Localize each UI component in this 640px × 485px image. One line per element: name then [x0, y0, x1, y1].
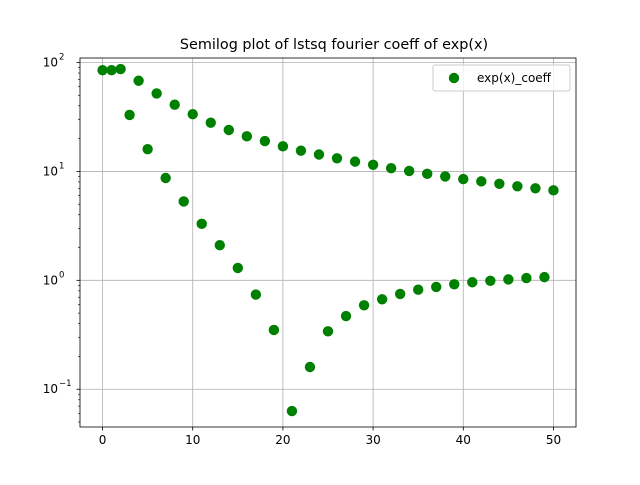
data-point [277, 141, 289, 152]
data-point [151, 88, 162, 99]
data-point [304, 361, 316, 373]
data-point [403, 165, 415, 177]
data-point [467, 277, 478, 288]
y-tick-label: 10 [43, 56, 58, 70]
data-point [512, 181, 523, 192]
data-point [178, 196, 189, 207]
data-point [385, 163, 397, 174]
y-tick-label: 10 [43, 382, 58, 396]
x-tick-label: 50 [546, 433, 561, 447]
data-point [214, 240, 225, 251]
data-point [313, 149, 325, 160]
y-tick-label: 10 [43, 164, 58, 178]
grid-lines [80, 58, 576, 427]
data-point [349, 156, 361, 167]
plot-area [80, 58, 576, 427]
data-points [97, 63, 559, 417]
x-tick-label: 10 [185, 433, 200, 447]
x-tick-label: 40 [456, 433, 471, 447]
data-point [503, 274, 514, 285]
data-point [376, 294, 388, 305]
data-point [241, 131, 253, 142]
data-point [133, 75, 144, 86]
data-point [97, 64, 108, 76]
plot-frame [79, 57, 577, 428]
legend-label: exp(x)_coeff [477, 71, 552, 85]
data-point [187, 109, 198, 120]
x-axis: 0 10 20 30 40 50 [99, 427, 561, 447]
y-tick-label: 10 [43, 273, 58, 287]
x-tick-label: 20 [275, 433, 290, 447]
data-point [412, 284, 424, 295]
data-point [394, 288, 406, 300]
data-point [169, 99, 180, 110]
data-point [223, 124, 234, 136]
data-point [485, 275, 496, 286]
data-point [205, 117, 216, 128]
x-tick-label: 30 [365, 433, 380, 447]
data-point [124, 109, 135, 121]
data-point [431, 281, 442, 293]
y-tick-label-exponent: 2 [59, 53, 64, 63]
legend-box [432, 64, 571, 92]
data-point [331, 153, 343, 164]
data-point [232, 262, 244, 274]
data-point [259, 135, 271, 147]
data-point [476, 176, 487, 187]
data-point [322, 326, 334, 337]
data-point [521, 272, 532, 284]
data-point [494, 178, 505, 189]
y-tick-label-exponent: 1 [59, 161, 64, 171]
legend-marker [448, 72, 460, 84]
data-point [196, 218, 207, 230]
y-tick-label-exponent: 0 [59, 270, 64, 280]
data-point [106, 64, 117, 76]
data-point [539, 271, 550, 283]
data-point [286, 405, 298, 417]
y-tick-label-exponent: −1 [59, 379, 72, 389]
data-point [440, 171, 451, 182]
legend: exp(x)_coeff [432, 64, 571, 92]
data-point [449, 279, 460, 290]
data-point [295, 145, 307, 156]
data-point [530, 183, 541, 194]
data-point [340, 310, 352, 322]
x-tick-label: 0 [99, 433, 107, 447]
data-point [458, 173, 469, 185]
data-point [367, 159, 379, 171]
data-point [115, 63, 126, 75]
chart-title: Semilog plot of lstsq fourier coeff of e… [180, 37, 488, 53]
data-point [142, 143, 153, 155]
data-point [548, 185, 559, 196]
data-point [250, 289, 262, 300]
data-point [268, 324, 280, 336]
data-point [422, 168, 433, 180]
data-point [358, 300, 370, 311]
data-point [160, 172, 171, 184]
